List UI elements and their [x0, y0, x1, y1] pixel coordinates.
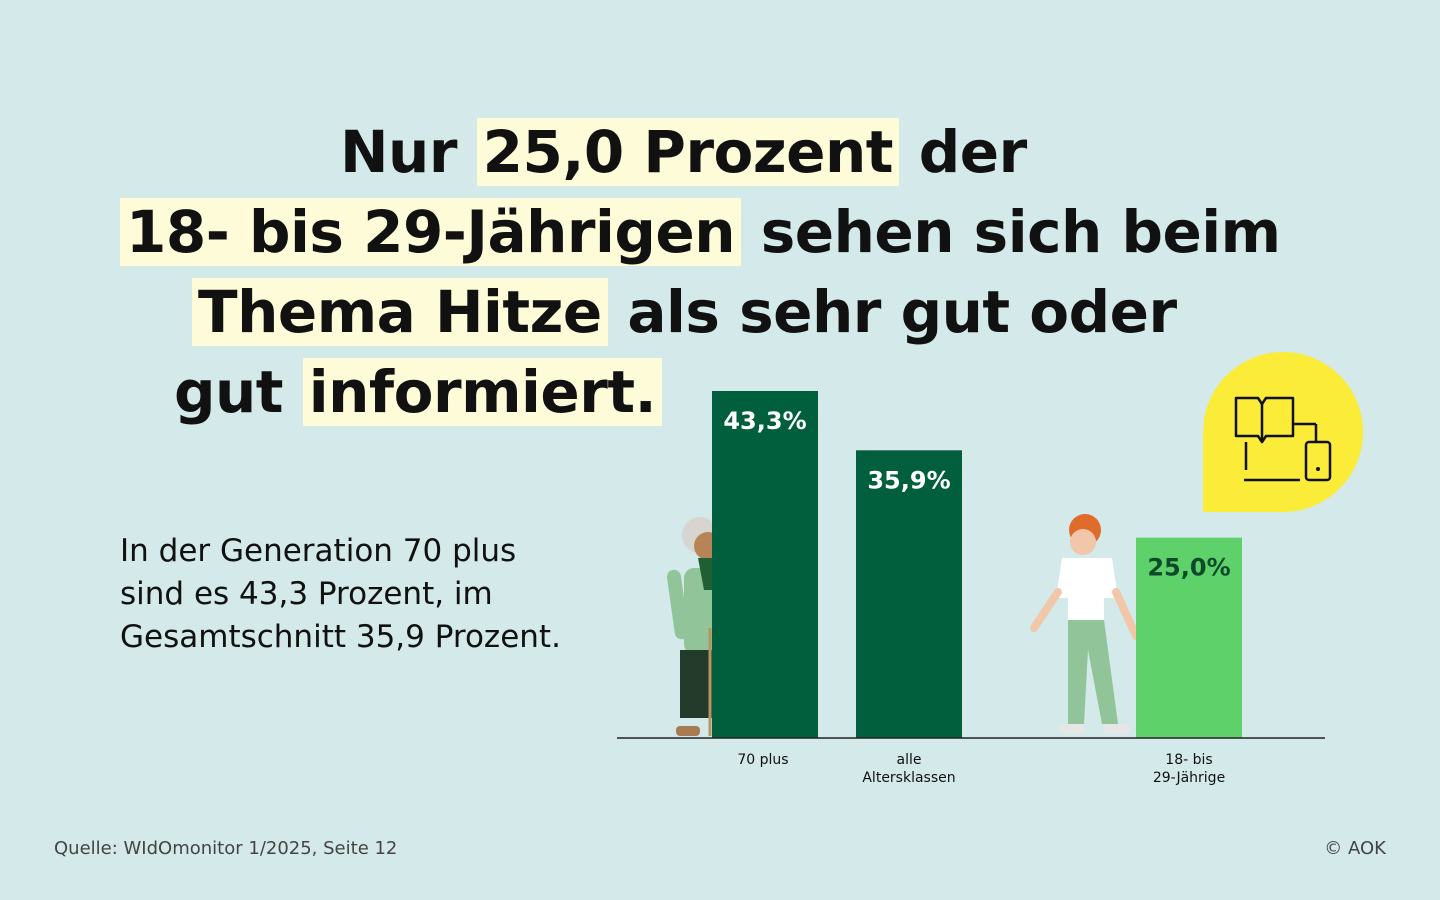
headline-line-4: gut informiert.: [174, 352, 663, 432]
young-person-illustration: [1030, 514, 1140, 734]
category-label: 18- bis 29-Jährige: [1153, 752, 1225, 786]
headline-text: Nur: [340, 118, 477, 186]
category-label: alle Altersklassen: [862, 752, 955, 786]
category-label: 70 plus: [737, 752, 788, 768]
subtext: In der Generation 70 plus sind es 43,3 P…: [120, 530, 640, 659]
bar-value-label: 43,3%: [723, 407, 806, 435]
headline-text: gut: [174, 358, 303, 426]
headline-highlight: Thema Hitze: [192, 278, 608, 346]
headline-text: der: [899, 118, 1027, 186]
headline-line-1: Nur 25,0 Prozent der: [340, 112, 1027, 192]
bar-1: [712, 391, 818, 738]
source-note: Quelle: WIdOmonitor 1/2025, Seite 12: [54, 838, 398, 859]
subtext-line: Gesamtschnitt 35,9 Prozent.: [120, 619, 561, 655]
bar-3: [1136, 537, 1242, 738]
headline-line-2: 18- bis 29-Jährigen sehen sich beim: [120, 192, 1281, 272]
bar-value-label: 35,9%: [867, 466, 950, 494]
headline-highlight: 18- bis 29-Jährigen: [120, 198, 742, 266]
book-and-devices-icon: [1203, 352, 1363, 512]
bar-value-label: 25,0%: [1147, 554, 1230, 582]
copyright-note: © AOK: [1324, 838, 1386, 859]
headline-highlight: 25,0 Prozent: [476, 118, 900, 186]
subtext-line: In der Generation 70 plus: [120, 533, 517, 569]
headline-text: sehen sich beim: [741, 198, 1281, 266]
subtext-line: sind es 43,3 Prozent, im: [120, 576, 493, 612]
headline-text: als sehr gut oder: [607, 278, 1177, 346]
headline-highlight: informiert.: [302, 358, 663, 426]
headline-line-3: Thema Hitze als sehr gut oder: [192, 272, 1177, 352]
bar-2: [856, 450, 962, 738]
